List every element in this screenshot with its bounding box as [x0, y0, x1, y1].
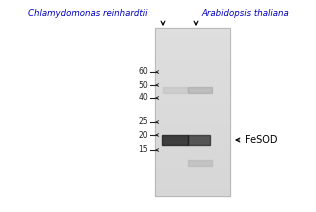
Bar: [155, 177, 230, 179]
Bar: [155, 57, 230, 60]
Bar: [155, 78, 230, 81]
Bar: [155, 190, 230, 192]
Text: Chlamydomonas reinhardtii: Chlamydomonas reinhardtii: [28, 10, 148, 18]
Bar: [155, 160, 230, 162]
Bar: [155, 131, 230, 133]
Bar: [188, 87, 212, 93]
Bar: [155, 70, 230, 72]
Bar: [155, 181, 230, 183]
Bar: [155, 76, 230, 78]
Bar: [155, 125, 230, 127]
Bar: [155, 30, 230, 32]
Text: 60: 60: [138, 67, 148, 77]
Bar: [162, 135, 188, 145]
Bar: [155, 34, 230, 36]
Bar: [155, 41, 230, 43]
Text: 25: 25: [138, 117, 148, 127]
Bar: [155, 158, 230, 160]
Bar: [155, 137, 230, 139]
Bar: [155, 49, 230, 51]
Bar: [155, 152, 230, 154]
Bar: [155, 36, 230, 39]
Bar: [155, 99, 230, 102]
Bar: [155, 186, 230, 188]
Bar: [155, 39, 230, 41]
Bar: [155, 112, 230, 114]
Bar: [155, 123, 230, 125]
Bar: [155, 89, 230, 91]
Bar: [155, 188, 230, 190]
Bar: [155, 194, 230, 196]
Bar: [155, 102, 230, 104]
Text: 40: 40: [138, 93, 148, 102]
Bar: [155, 114, 230, 116]
Bar: [155, 68, 230, 70]
Bar: [155, 53, 230, 55]
Bar: [155, 167, 230, 169]
Bar: [155, 66, 230, 68]
Bar: [155, 91, 230, 93]
Text: 20: 20: [138, 131, 148, 139]
Bar: [155, 62, 230, 64]
Bar: [155, 81, 230, 83]
Bar: [155, 171, 230, 173]
Bar: [155, 120, 230, 123]
Bar: [155, 192, 230, 194]
Bar: [155, 135, 230, 137]
Bar: [155, 93, 230, 95]
Bar: [155, 118, 230, 120]
Bar: [155, 162, 230, 165]
Bar: [155, 47, 230, 49]
Bar: [155, 175, 230, 177]
Bar: [155, 148, 230, 150]
Bar: [155, 87, 230, 89]
Bar: [155, 173, 230, 175]
Bar: [188, 135, 210, 145]
Bar: [155, 146, 230, 148]
Bar: [163, 87, 187, 93]
Text: Arabidopsis thaliana: Arabidopsis thaliana: [201, 10, 289, 18]
Bar: [155, 45, 230, 47]
Bar: [155, 139, 230, 141]
Bar: [155, 169, 230, 171]
Text: FeSOD: FeSOD: [236, 135, 277, 145]
Bar: [155, 110, 230, 112]
Bar: [155, 64, 230, 66]
Bar: [155, 43, 230, 45]
Bar: [155, 83, 230, 85]
Bar: [155, 116, 230, 118]
Text: 15: 15: [138, 145, 148, 155]
Bar: [155, 179, 230, 181]
Bar: [155, 183, 230, 186]
Bar: [155, 85, 230, 87]
Bar: [155, 150, 230, 152]
Bar: [155, 156, 230, 158]
Bar: [155, 144, 230, 146]
Bar: [155, 51, 230, 53]
Bar: [155, 104, 230, 106]
Bar: [155, 95, 230, 97]
Bar: [155, 72, 230, 74]
Bar: [155, 106, 230, 108]
Bar: [155, 74, 230, 76]
Bar: [155, 32, 230, 34]
Bar: [155, 97, 230, 99]
Bar: [155, 127, 230, 129]
Bar: [155, 55, 230, 57]
Text: 50: 50: [138, 81, 148, 89]
Bar: [155, 108, 230, 110]
Bar: [155, 129, 230, 131]
Bar: [155, 154, 230, 156]
Bar: [155, 165, 230, 167]
Bar: [155, 28, 230, 30]
Bar: [188, 160, 212, 166]
Bar: [155, 60, 230, 62]
Bar: [155, 141, 230, 144]
Bar: [155, 133, 230, 135]
Bar: [155, 28, 230, 196]
